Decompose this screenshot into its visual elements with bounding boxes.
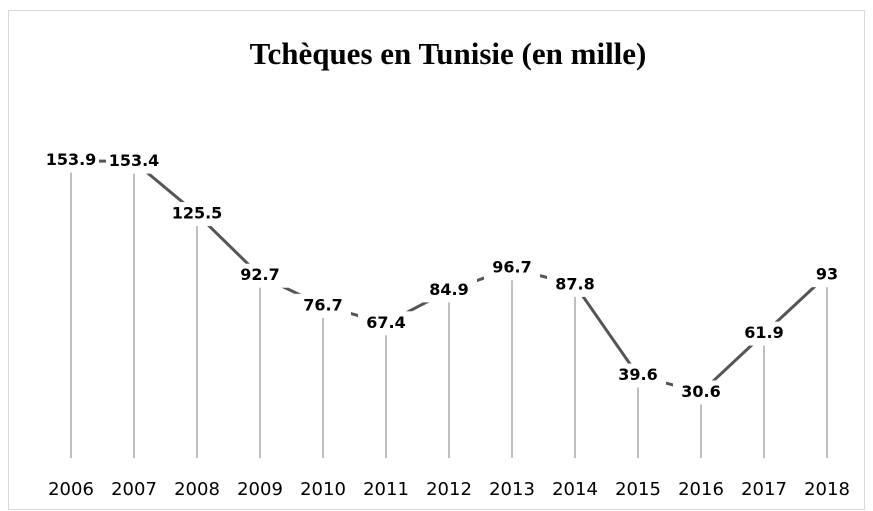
x-tick-label: 2013 xyxy=(489,479,535,500)
x-tick-label: 2008 xyxy=(174,479,220,500)
label-bg xyxy=(169,202,225,227)
x-tick-label: 2018 xyxy=(804,479,850,500)
data-label: 30.6 xyxy=(681,382,720,401)
label-bg xyxy=(232,263,288,288)
x-tick-label: 2016 xyxy=(678,479,724,500)
x-tick-label: 2011 xyxy=(363,479,409,500)
data-label: 92.7 xyxy=(240,265,279,284)
x-tick-label: 2006 xyxy=(48,479,94,500)
data-label: 93 xyxy=(816,265,838,284)
chart-border xyxy=(8,10,865,510)
data-label: 61.9 xyxy=(744,323,783,342)
x-tick-label: 2012 xyxy=(426,479,472,500)
x-tick-label: 2017 xyxy=(741,479,787,500)
data-label: 76.7 xyxy=(303,295,342,314)
label-bg xyxy=(673,380,729,405)
label-bg xyxy=(736,321,792,346)
label-bg xyxy=(547,272,603,297)
label-bg xyxy=(421,278,477,303)
label-bg xyxy=(106,149,162,174)
data-label: 153.4 xyxy=(109,151,160,170)
x-tick-label: 2009 xyxy=(237,479,283,500)
data-label: 153.9 xyxy=(46,150,97,169)
x-tick-label: 2007 xyxy=(111,479,157,500)
data-label: 87.8 xyxy=(555,274,594,293)
data-label: 84.9 xyxy=(429,280,468,299)
label-bg xyxy=(43,148,99,173)
data-label: 39.6 xyxy=(618,365,657,384)
label-bg xyxy=(358,311,414,336)
label-bg xyxy=(295,293,351,318)
data-label: 67.4 xyxy=(366,313,405,332)
label-bg xyxy=(610,363,666,388)
data-label: 96.7 xyxy=(492,258,531,277)
x-tick-label: 2014 xyxy=(552,479,598,500)
x-tick-label: 2015 xyxy=(615,479,661,500)
data-label: 125.5 xyxy=(172,204,223,223)
chart-title: Tchèques en Tunisie (en mille) xyxy=(250,36,647,71)
label-bg xyxy=(799,263,855,288)
label-bg xyxy=(484,256,540,281)
x-tick-label: 2010 xyxy=(300,479,346,500)
